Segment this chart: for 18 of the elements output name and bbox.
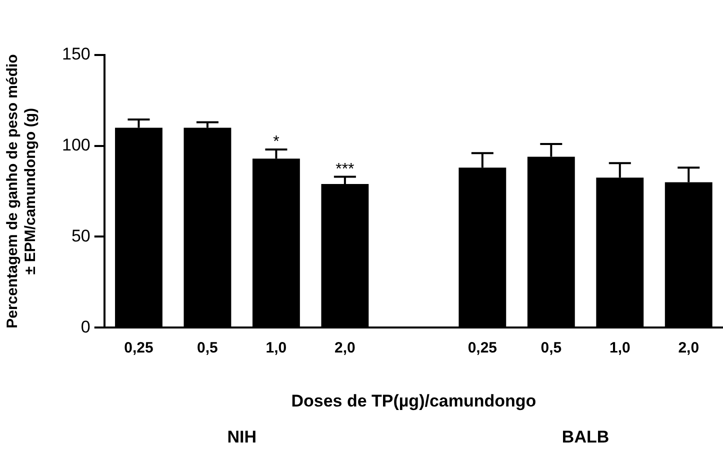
x-tick-label: 1,0 xyxy=(609,340,630,357)
x-tick-label: 1,0 xyxy=(266,340,287,357)
x-tick-label: 2,0 xyxy=(334,340,356,357)
x-tick-label: 0,25 xyxy=(124,340,154,357)
text: NIH xyxy=(227,428,256,447)
y-tick-label: 100 xyxy=(62,136,90,155)
x-tick-label: 2,0 xyxy=(678,340,700,357)
x-axis-title: Doses de TP(µg)/camundongo xyxy=(291,391,536,410)
text: BALB xyxy=(562,428,610,447)
x-tick-label: 0,5 xyxy=(540,340,562,357)
x-tick-label: 0,25 xyxy=(468,340,498,357)
y-tick-label: 0 xyxy=(80,317,90,336)
y-tick-label: 50 xyxy=(71,226,90,246)
data-label: *** xyxy=(336,160,354,178)
y-tick-label: 150 xyxy=(62,44,90,64)
data-label: * xyxy=(273,134,280,150)
x-tick-label: 0,5 xyxy=(197,340,218,357)
y-axis-title: Percentagem de ganho de peso médio ± EPM/camundongo (g) xyxy=(4,54,40,328)
